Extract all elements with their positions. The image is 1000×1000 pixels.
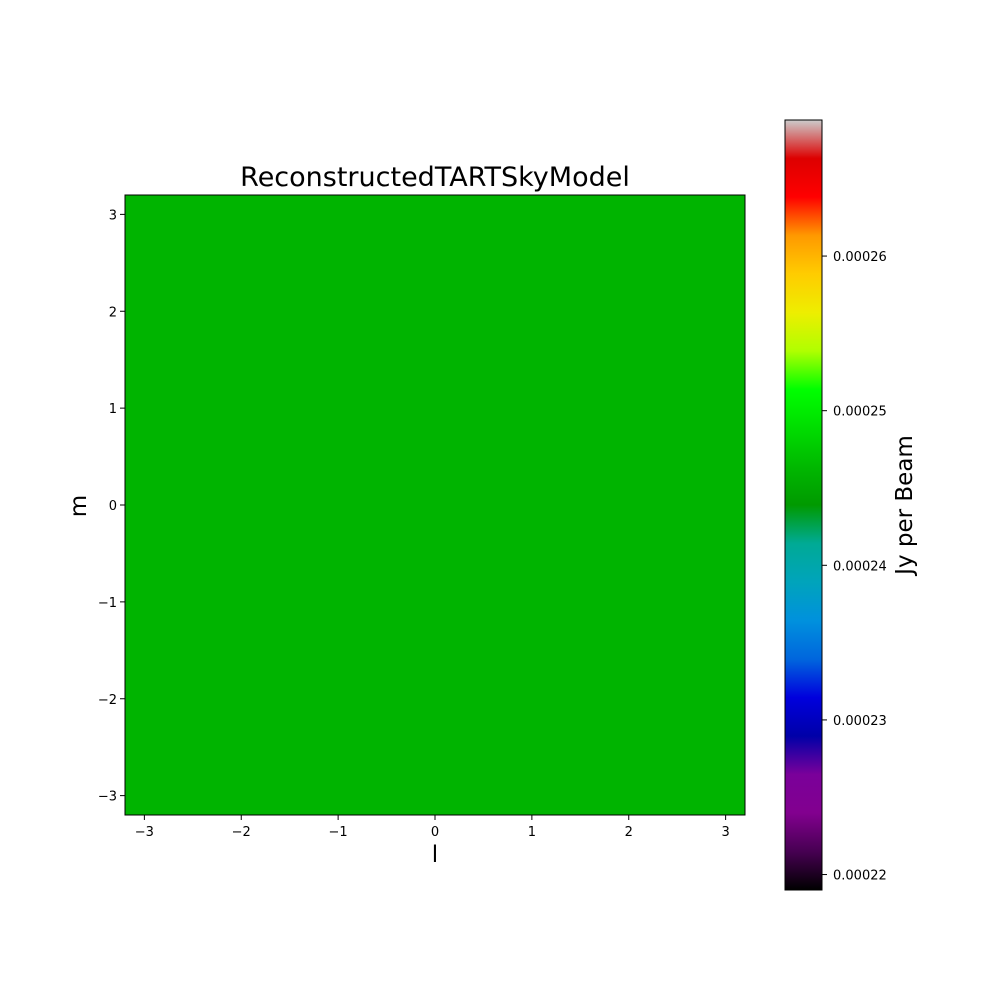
colorbar-tick-label: 0.00026 bbox=[833, 250, 887, 265]
colorbar-tick-label: 0.00023 bbox=[833, 714, 887, 729]
x-tick-label: −2 bbox=[232, 825, 251, 840]
x-axis-label: l bbox=[432, 842, 438, 868]
colorbar bbox=[784, 119, 823, 891]
colorbar-ticks: 0.00022 0.00023 0.00024 0.00025 0.00026 bbox=[822, 250, 887, 884]
x-tick-label: −3 bbox=[135, 825, 154, 840]
x-axis-ticks: −3 −2 −1 0 1 2 3 bbox=[135, 815, 730, 840]
colorbar-tick-label: 0.00025 bbox=[833, 405, 887, 420]
y-tick-label: −2 bbox=[98, 693, 117, 708]
x-tick-label: 0 bbox=[431, 825, 439, 840]
colorbar-tick-label: 0.00022 bbox=[833, 869, 887, 884]
y-tick-label: −1 bbox=[98, 596, 117, 611]
colorbar-label: Jy per Beam bbox=[892, 435, 918, 577]
y-axis-ticks: −3 −2 −1 0 1 2 3 bbox=[98, 208, 125, 805]
x-tick-label: 2 bbox=[625, 825, 633, 840]
x-tick-label: 1 bbox=[528, 825, 536, 840]
x-tick-label: 3 bbox=[721, 825, 729, 840]
x-tick-label: −1 bbox=[329, 825, 348, 840]
y-tick-label: 0 bbox=[109, 499, 117, 514]
heatmap-image bbox=[125, 195, 745, 815]
y-tick-label: 1 bbox=[109, 402, 117, 417]
y-axis-label: m bbox=[66, 495, 92, 517]
y-tick-label: 3 bbox=[109, 208, 117, 223]
chart-title: ReconstructedTARTSkyModel bbox=[240, 162, 630, 193]
y-tick-label: −3 bbox=[98, 790, 117, 805]
colorbar-tick-label: 0.00024 bbox=[833, 559, 887, 574]
y-tick-label: 2 bbox=[109, 305, 117, 320]
